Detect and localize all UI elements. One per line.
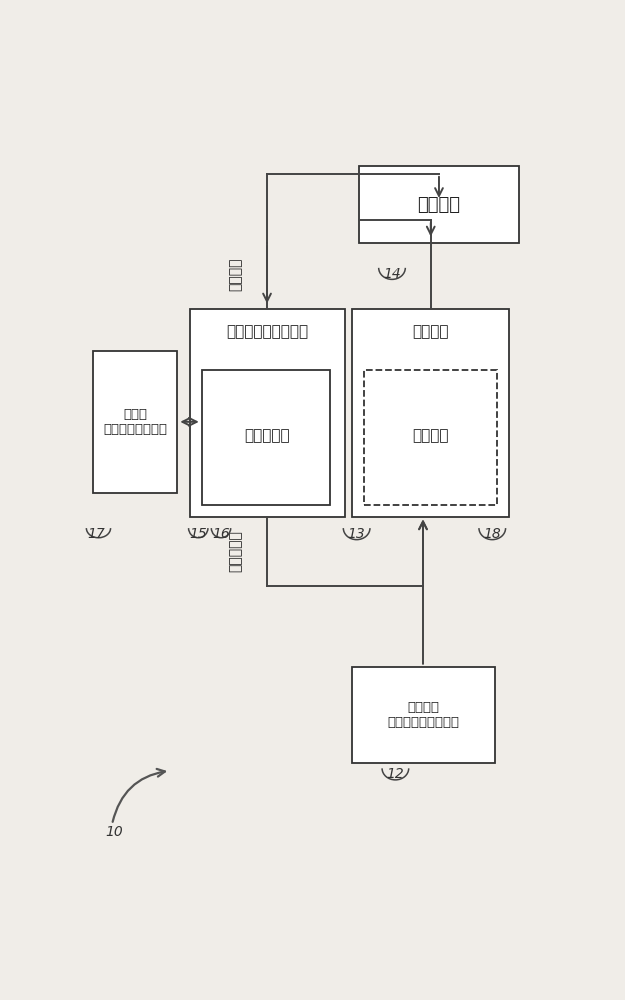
Text: 计量系统: 计量系统 <box>412 428 449 443</box>
Text: 14: 14 <box>383 267 401 281</box>
Bar <box>364 370 497 505</box>
Bar <box>352 667 495 763</box>
Text: 10: 10 <box>106 825 123 839</box>
Bar <box>202 370 330 505</box>
Bar <box>359 166 519 243</box>
Bar <box>189 309 344 517</box>
Text: 经精炼参数: 经精炼参数 <box>229 530 242 572</box>
Text: 17: 17 <box>88 527 106 541</box>
Text: 过程工具
（扫描仪或步进器）: 过程工具 （扫描仪或步进器） <box>387 701 459 729</box>
Bar <box>92 351 178 493</box>
Text: 参数监视及控制系统: 参数监视及控制系统 <box>226 324 308 339</box>
Text: 16: 16 <box>212 527 230 541</box>
Text: 18: 18 <box>483 527 501 541</box>
Text: 参数数据库: 参数数据库 <box>244 428 290 443</box>
Text: 过程模型: 过程模型 <box>418 196 461 214</box>
Text: 15: 15 <box>189 527 207 541</box>
Text: 测得参数: 测得参数 <box>229 257 242 291</box>
Text: 12: 12 <box>386 768 404 782</box>
Bar <box>352 309 509 517</box>
Text: 测量系统: 测量系统 <box>412 324 449 339</box>
Text: 13: 13 <box>348 527 366 541</box>
Text: 用户站
（图形用户接口）: 用户站 （图形用户接口） <box>103 408 168 436</box>
